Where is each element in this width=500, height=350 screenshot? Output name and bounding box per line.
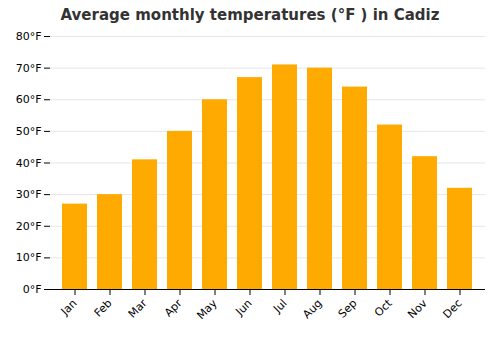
html-text:Average monthly temperatures (: Average monthly temperatures (°F ) in Ca… [60, 6, 440, 24]
svg-text:Jan: Jan [58, 297, 80, 319]
svg-text:May: May [194, 296, 220, 322]
svg-text:Aug: Aug [300, 297, 324, 321]
svg-text:80°F: 80°F [16, 30, 42, 43]
svg-text:0°F: 0°F [23, 283, 42, 296]
svg-text:Oct: Oct [372, 296, 395, 319]
svg-text:60°F: 60°F [16, 93, 42, 106]
svg-text:Mar: Mar [126, 296, 150, 320]
svg-text:Sep: Sep [336, 297, 360, 321]
svg-text:70°F: 70°F [16, 62, 42, 75]
svg-text:Feb: Feb [92, 297, 115, 320]
svg-text:Apr: Apr [162, 296, 185, 319]
svg-text:40°F: 40°F [16, 157, 42, 170]
svg-text:20°F: 20°F [16, 220, 42, 233]
svg-text:Nov: Nov [405, 296, 430, 321]
svg-text:Jun: Jun [233, 297, 255, 319]
svg-text:Dec: Dec [440, 297, 464, 321]
svg-text:50°F: 50°F [16, 125, 42, 138]
svg-text:Jul: Jul [270, 297, 289, 316]
svg-text:30°F: 30°F [16, 188, 42, 201]
svg-text:10°F: 10°F [16, 251, 42, 264]
